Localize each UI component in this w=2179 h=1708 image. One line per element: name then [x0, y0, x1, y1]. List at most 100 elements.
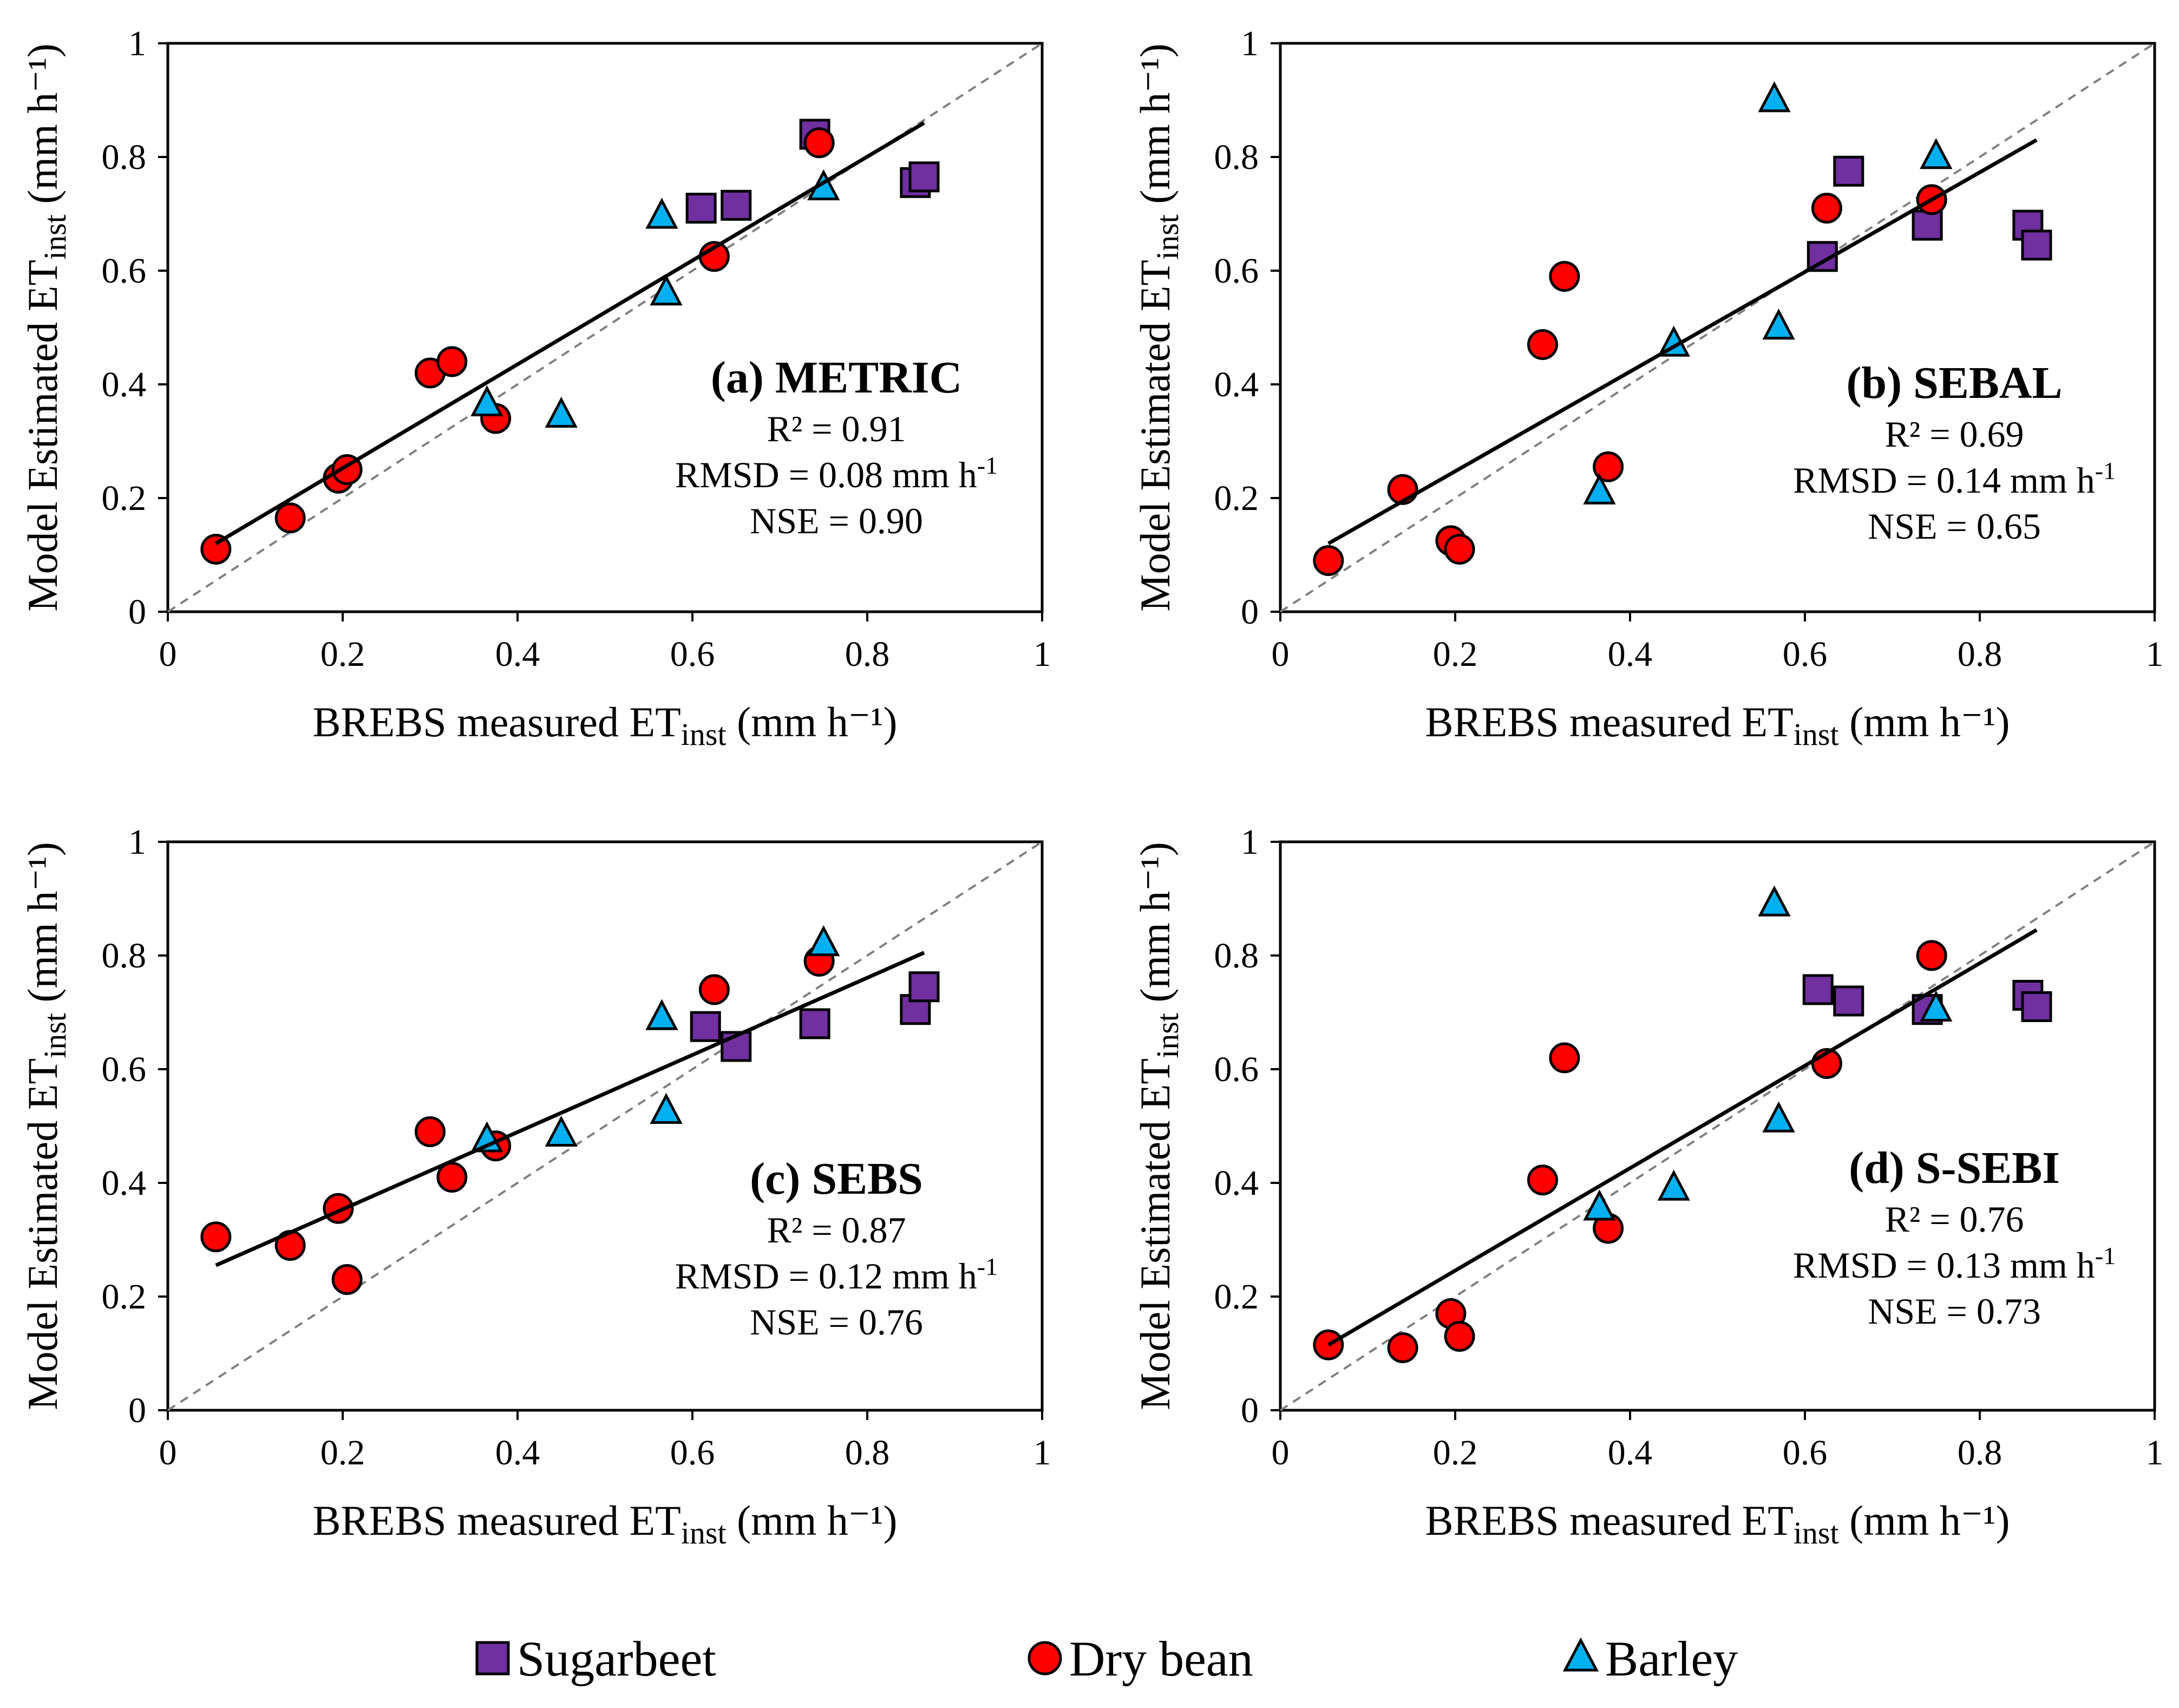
x-tick-label: 0.6: [1783, 1433, 1828, 1473]
y-axis-title: Model Estimated ETinst (mm h⁻¹): [1131, 842, 1185, 1410]
y-tick-label: 0.4: [102, 1163, 147, 1203]
x-axis-title: BREBS measured ETinst (mm h⁻¹): [313, 1497, 898, 1550]
x-tick-label: 0: [159, 634, 177, 674]
point-sugarbeet: [690, 1011, 721, 1042]
point-dry-bean: [1527, 329, 1558, 360]
y-tick-label: 1: [1241, 24, 1259, 63]
point-dry-bean: [803, 127, 835, 159]
plot-frame: [1279, 840, 2156, 1412]
legend: Sugarbeet Dry bean Barley: [475, 1631, 1738, 1686]
stat-line: R² = 0.91: [767, 408, 906, 449]
plot-frame: [1279, 42, 2156, 613]
point-barley: [1762, 1101, 1795, 1133]
regression-line: [1327, 138, 2038, 546]
stat-line: NSE = 0.76: [750, 1301, 923, 1343]
y-tick-label: 0.2: [102, 1277, 147, 1317]
y-tick-label: 0.4: [1214, 1163, 1259, 1203]
x-tick-label: 0.4: [495, 634, 540, 674]
x-tick-label: 0.6: [1783, 634, 1828, 674]
point-barley: [1583, 473, 1616, 505]
y-axis-title: Model Estimated ETinst (mm h⁻¹): [19, 43, 73, 612]
chart-panel-c: 0 0.2 0.4 0.6 0.8 1 0 0.2 0.4 0.6 0.8 1 BREBS measur…: [19, 822, 1051, 1550]
point-sugarbeet: [1833, 155, 1864, 187]
point-barley: [1657, 1169, 1690, 1201]
chart-panel-a: 0 0.2 0.4 0.6 0.8 1 0 0.2 0.4 0.6 0.8 1 BREBS measur…: [19, 24, 1051, 752]
regression-line: [1327, 928, 2038, 1347]
point-dry-bean: [415, 1116, 446, 1147]
one-to-one-line: [1279, 841, 2156, 1411]
regression-line: [215, 121, 925, 546]
x-tick-label: 0.6: [670, 634, 715, 674]
stat-line: R² = 0.76: [1884, 1199, 2024, 1240]
point-sugarbeet: [721, 189, 752, 221]
y-tick-label: 0: [1241, 592, 1259, 632]
panel-title: (a) METRIC: [711, 352, 962, 403]
point-dry-bean: [1444, 534, 1475, 565]
point-sugarbeet: [908, 161, 940, 193]
point-sugarbeet: [908, 971, 940, 1003]
legend-marker: [1562, 1637, 1599, 1672]
point-barley: [645, 198, 678, 229]
x-axis-title: BREBS measured ETinst (mm h⁻¹): [1425, 698, 2010, 752]
y-tick-label: 0.2: [102, 479, 147, 518]
point-barley: [1758, 885, 1791, 917]
x-tick-label: 0.2: [1433, 1433, 1478, 1473]
chart-panel-b: 0 0.2 0.4 0.6 0.8 1 0 0.2 0.4 0.6 0.8 1 BREBS measur…: [1131, 24, 2164, 752]
legend-label: Barley: [1605, 1631, 1738, 1686]
point-barley: [545, 396, 578, 428]
point-barley: [807, 925, 840, 957]
plot-frame: [166, 840, 1044, 1412]
x-tick-label: 0.8: [1958, 1433, 2003, 1473]
x-tick-label: 0.8: [1958, 634, 2003, 674]
y-tick-label: 1: [128, 822, 146, 862]
x-axis-title: BREBS measured ETinst (mm h⁻¹): [313, 698, 898, 752]
point-dry-bean: [200, 1221, 232, 1253]
point-barley: [470, 385, 503, 417]
y-tick-label: 0.4: [102, 365, 147, 404]
y-tick-label: 0: [128, 592, 146, 632]
y-tick-label: 0.8: [1214, 138, 1259, 177]
legend-label: Dry bean: [1069, 1631, 1253, 1686]
point-dry-bean: [274, 502, 306, 534]
y-axis-title: Model Estimated ETinst (mm h⁻¹): [1131, 43, 1185, 612]
point-barley: [645, 999, 678, 1030]
point-dry-bean: [1527, 1164, 1558, 1196]
y-tick-label: 0.6: [102, 1050, 147, 1089]
x-tick-label: 0.4: [1608, 1433, 1653, 1473]
stat-line: NSE = 0.90: [750, 500, 923, 541]
point-barley: [1583, 1189, 1616, 1221]
x-tick-label: 1: [1033, 634, 1051, 674]
x-tick-label: 1: [1033, 1433, 1051, 1473]
x-tick-label: 0.2: [320, 634, 365, 674]
point-sugarbeet: [2021, 991, 2052, 1022]
x-tick-label: 0.4: [1608, 634, 1653, 674]
y-tick-label: 0.8: [102, 936, 147, 976]
x-tick-label: 0.8: [845, 634, 890, 674]
y-tick-label: 1: [128, 24, 146, 63]
legend-label: Sugarbeet: [517, 1631, 716, 1686]
stat-line: RMSD = 0.12 mm h-1: [675, 1253, 998, 1297]
legend-item-sugarbeet: Sugarbeet: [475, 1631, 716, 1686]
point-barley: [1758, 81, 1791, 113]
y-tick-label: 0.6: [1214, 1050, 1259, 1089]
y-axis-title: Model Estimated ETinst (mm h⁻¹): [19, 842, 73, 1410]
x-tick-label: 0: [1272, 634, 1290, 674]
point-dry-bean: [436, 346, 468, 377]
legend-marker: [1028, 1641, 1062, 1676]
panel-title: (d) S-SEBI: [1849, 1143, 2060, 1193]
point-dry-bean: [1387, 1332, 1418, 1363]
y-tick-label: 0.6: [102, 251, 147, 291]
y-tick-label: 1: [1241, 822, 1259, 862]
point-barley: [650, 274, 683, 306]
point-barley: [545, 1115, 578, 1147]
stat-line: NSE = 0.73: [1868, 1291, 2041, 1332]
y-tick-label: 0.8: [1214, 936, 1259, 976]
x-tick-label: 1: [2146, 634, 2164, 674]
y-tick-label: 0.2: [1214, 479, 1259, 518]
y-tick-label: 0.4: [1214, 365, 1259, 404]
stat-line: RMSD = 0.08 mm h-1: [675, 451, 998, 496]
point-barley: [1762, 308, 1795, 340]
stat-line: R² = 0.87: [767, 1209, 906, 1251]
legend-marker: [475, 1641, 510, 1676]
